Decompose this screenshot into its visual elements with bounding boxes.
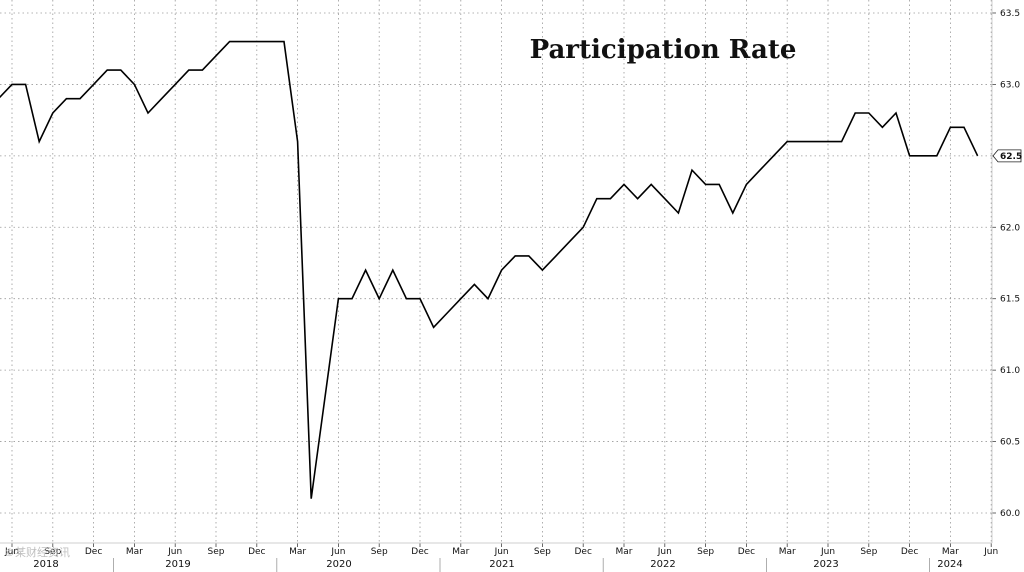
last-value-marker: 62.5 bbox=[992, 149, 1022, 163]
x-month-label: Dec bbox=[901, 547, 918, 557]
x-month-label: Dec bbox=[85, 547, 102, 557]
x-month-label: Dec bbox=[411, 547, 428, 557]
last-value-tag bbox=[992, 149, 1022, 163]
x-month-label: Mar bbox=[452, 547, 469, 557]
x-month-label: Sep bbox=[371, 547, 388, 557]
x-month-label: Sep bbox=[860, 547, 877, 557]
y-tick-label: 60.5 bbox=[1000, 438, 1020, 448]
last-value-label: 62.5 bbox=[1000, 152, 1022, 162]
x-month-label: Dec bbox=[738, 547, 755, 557]
x-month-label: Jun bbox=[494, 547, 509, 557]
x-year-label: 2019 bbox=[165, 559, 190, 570]
y-tick-label: 63.5 bbox=[1000, 9, 1020, 19]
participation-rate-line bbox=[0, 40, 979, 499]
y-tick-label: 60.0 bbox=[1000, 509, 1020, 519]
grid-lines bbox=[0, 0, 992, 543]
x-month-label: Sep bbox=[697, 547, 714, 557]
x-month-label: Sep bbox=[534, 547, 551, 557]
x-month-label: Mar bbox=[289, 547, 306, 557]
x-month-label: Jun bbox=[820, 547, 835, 557]
x-year-label: 2021 bbox=[489, 559, 514, 570]
x-month-label: Jun bbox=[4, 547, 19, 557]
x-year-label: 2020 bbox=[326, 559, 351, 570]
x-month-label: Sep bbox=[44, 547, 61, 557]
x-month-label: Mar bbox=[942, 547, 959, 557]
x-month-label: Jun bbox=[167, 547, 182, 557]
y-tick-label: 61.5 bbox=[1000, 295, 1020, 305]
x-year-label: 2018 bbox=[33, 559, 58, 570]
x-month-label: Jun bbox=[983, 547, 998, 557]
y-tick-label: 62.0 bbox=[1000, 223, 1020, 233]
x-month-label: Mar bbox=[779, 547, 796, 557]
chart-title: Participation Rate bbox=[530, 35, 797, 65]
x-month-label: Mar bbox=[126, 547, 143, 557]
y-axis-ticks: 60.0 60.5 61.0 61.5 62.0 62.5 63.0 63.5 bbox=[992, 9, 1020, 519]
watermark: ©某财经资讯 bbox=[4, 545, 70, 559]
x-axis-ticks: Jun Sep Dec Mar Jun Sep Dec Mar Jun Sep Dec Mar Jun S… bbox=[4, 543, 998, 572]
x-month-label: Dec bbox=[248, 547, 265, 557]
x-month-label: Dec bbox=[574, 547, 591, 557]
x-month-label: Jun bbox=[330, 547, 345, 557]
x-month-label: Jun bbox=[657, 547, 672, 557]
y-tick-label: 61.0 bbox=[1000, 366, 1020, 376]
x-month-label: Mar bbox=[616, 547, 633, 557]
x-year-label: 2024 bbox=[937, 559, 962, 570]
y-tick-label: 63.0 bbox=[1000, 80, 1020, 90]
x-year-label: 2023 bbox=[813, 559, 838, 570]
x-month-label: Sep bbox=[208, 547, 225, 557]
x-year-label: 2022 bbox=[650, 559, 675, 570]
